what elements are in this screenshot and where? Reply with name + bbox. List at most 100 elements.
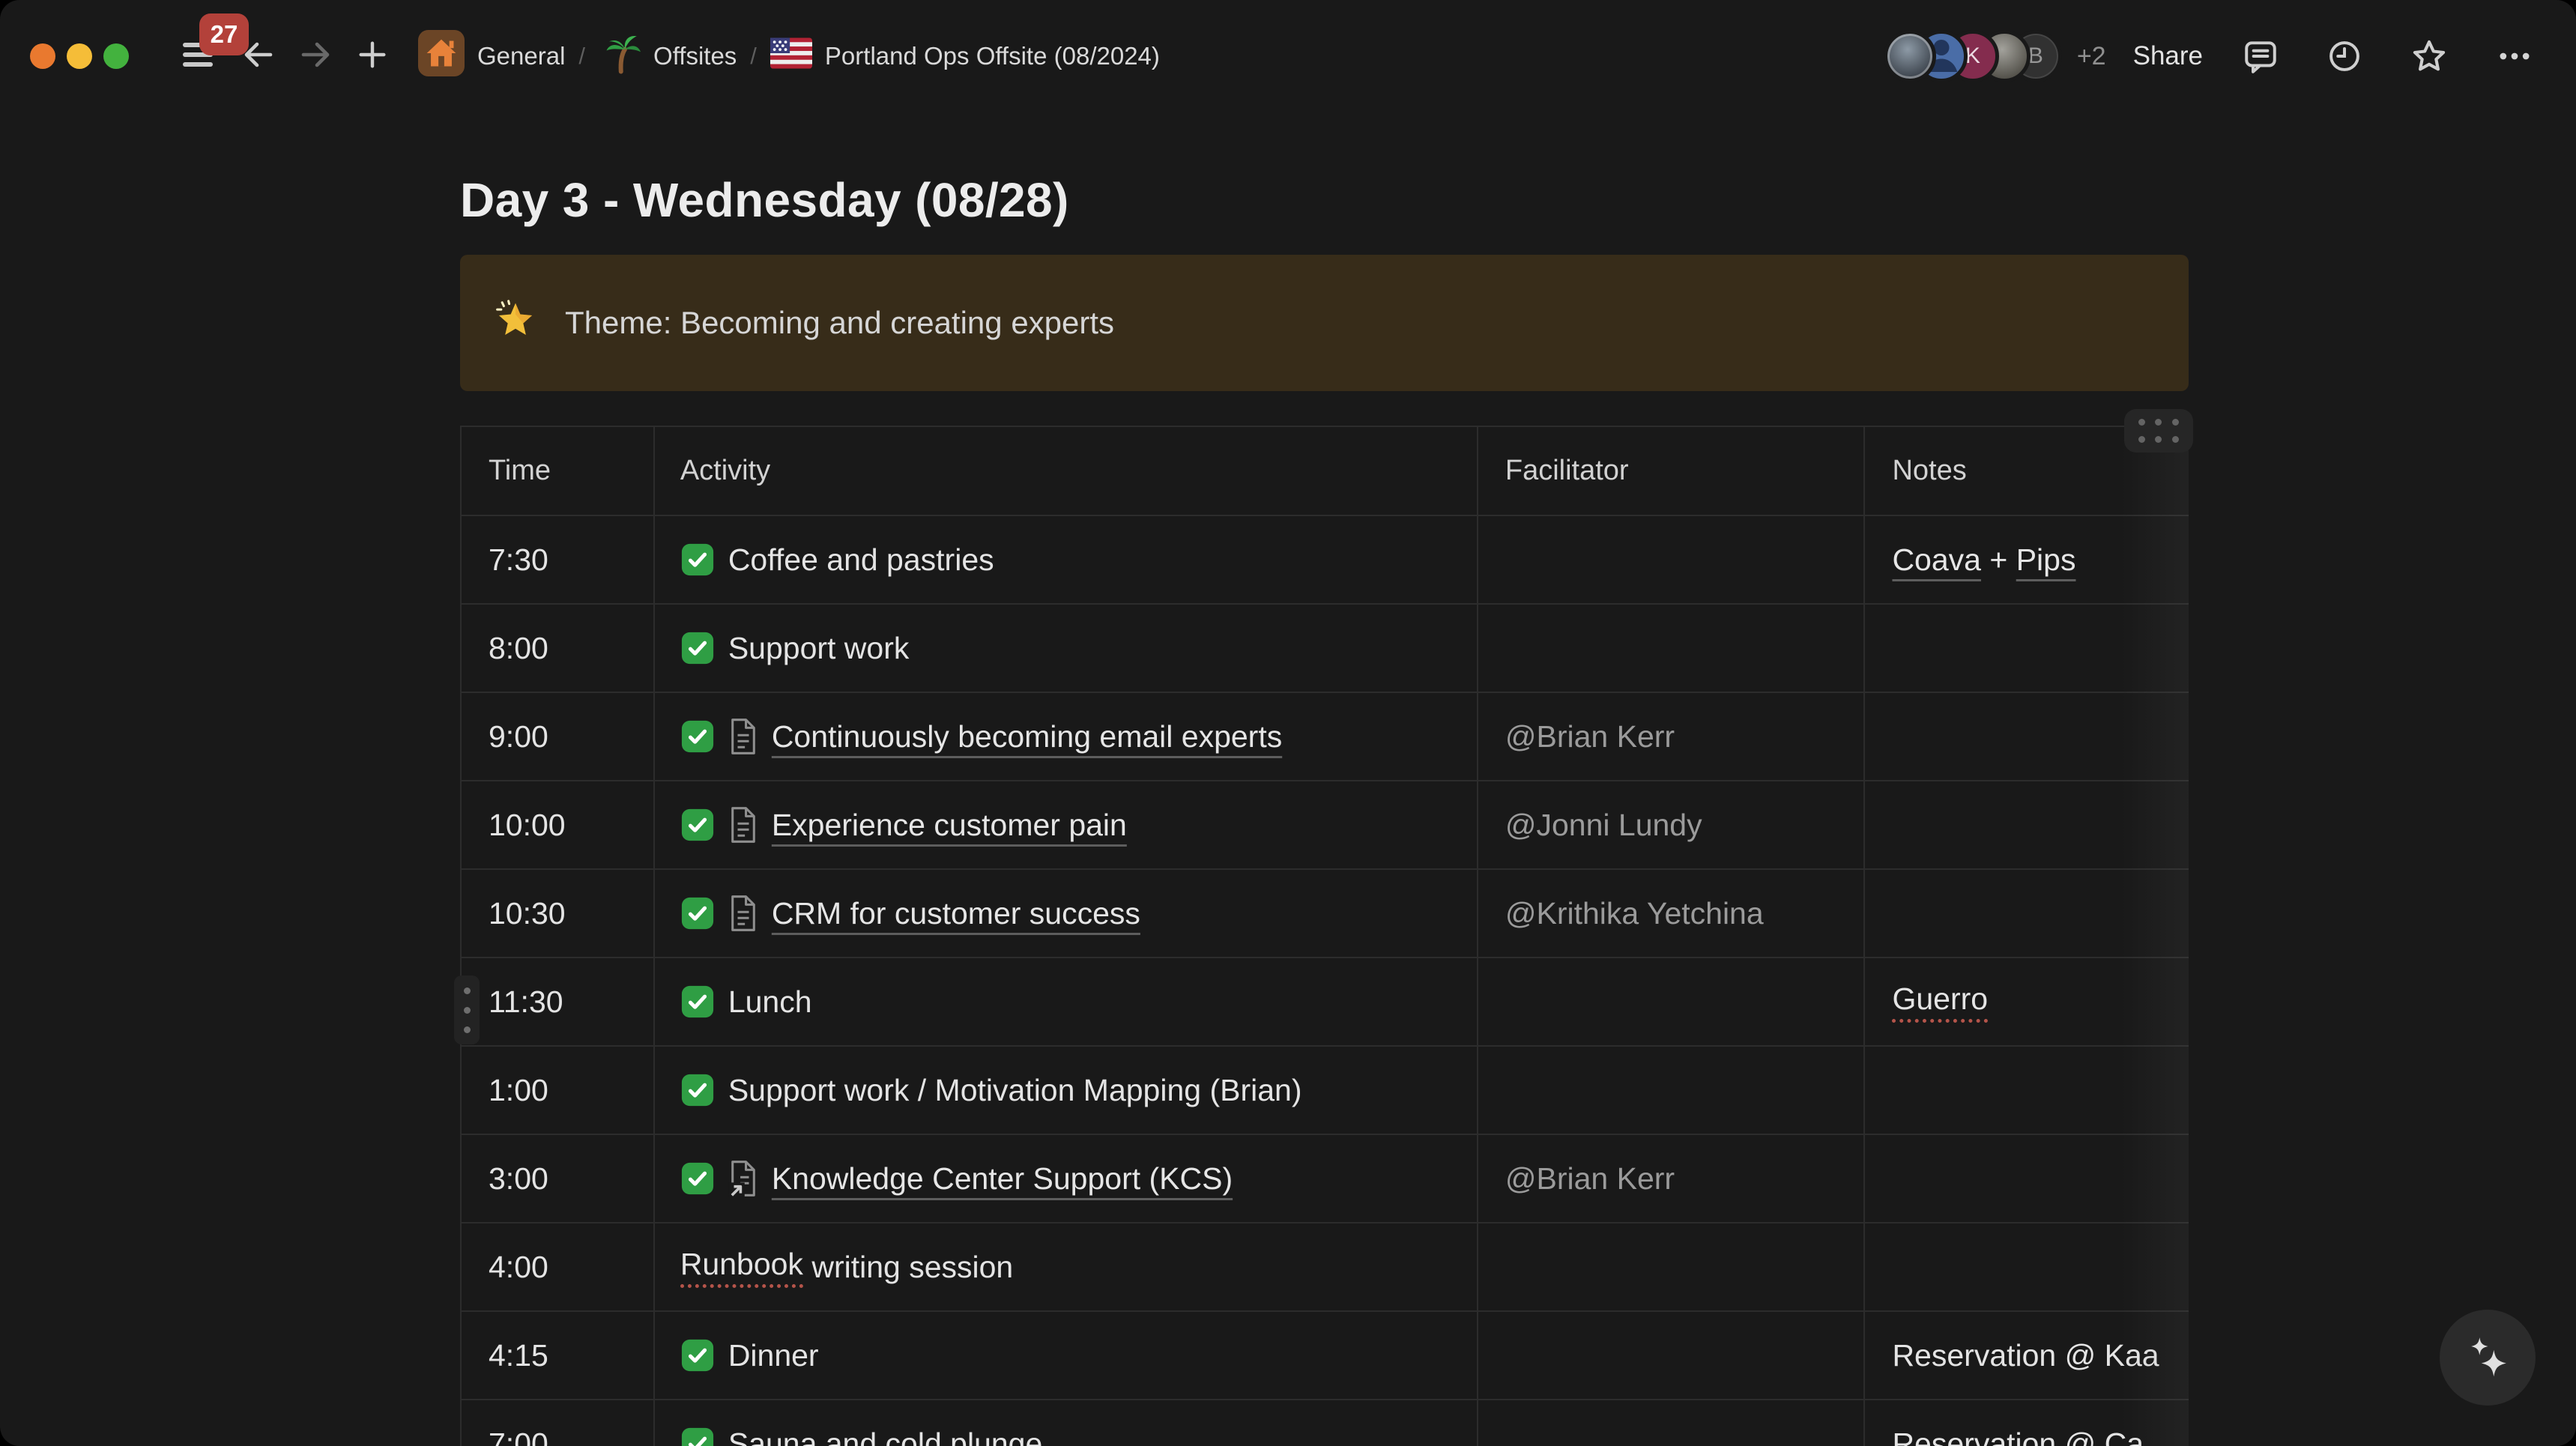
activity-cell[interactable]: CRM for customer success	[654, 870, 1478, 958]
person-mention[interactable]: @Brian Kerr	[1505, 719, 1675, 754]
column-header-notes[interactable]: Notes	[1865, 427, 2189, 516]
checkbox-checked-icon[interactable]	[680, 808, 715, 842]
sidebar-toggle-button[interactable]: 27	[178, 13, 249, 79]
facilitator-cell[interactable]	[1478, 516, 1866, 605]
checkbox-checked-icon[interactable]	[680, 896, 715, 931]
time-cell[interactable]: 3:00	[462, 1135, 655, 1223]
breadcrumb-item-offsites[interactable]: Offsites	[591, 28, 744, 85]
activity-cell[interactable]: Sauna and cold plunge	[655, 1400, 1478, 1446]
time-cell[interactable]: 11:30	[462, 958, 655, 1047]
notes-cell[interactable]: Guerro	[1865, 958, 2189, 1047]
cell-text: Dinner	[728, 1337, 819, 1373]
checkbox-checked-icon[interactable]	[680, 631, 715, 665]
more-ellipsis-icon[interactable]	[2495, 37, 2534, 76]
time-cell[interactable]: 9:00	[462, 693, 655, 781]
facilitator-cell[interactable]	[1478, 605, 1866, 693]
new-page-button[interactable]	[349, 33, 396, 79]
palm-tree-icon	[599, 32, 641, 80]
breadcrumb: General / Offsites / Portland Ops Offsit…	[411, 25, 1167, 87]
notes-cell[interactable]	[1865, 870, 2189, 958]
page-link[interactable]: CRM for customer success	[771, 895, 1140, 931]
time-cell[interactable]: 1:00	[462, 1047, 655, 1135]
ai-assistant-button[interactable]	[2440, 1310, 2536, 1406]
page-link[interactable]: Continuously becoming email experts	[771, 719, 1283, 754]
plus-icon	[355, 37, 390, 76]
notes-cell[interactable]: Reservation @ Kaa	[1865, 1312, 2189, 1400]
person-mention[interactable]: @Brian Kerr	[1505, 1161, 1675, 1196]
column-header-time[interactable]: Time	[462, 427, 655, 516]
window-close-button[interactable]	[30, 43, 55, 69]
column-header-activity[interactable]: Activity	[654, 427, 1478, 516]
time-cell[interactable]: 7:00	[462, 1400, 655, 1446]
facilitator-cell[interactable]	[1478, 1312, 1866, 1400]
notes-cell[interactable]	[1865, 1047, 2189, 1135]
avatar-overflow-count[interactable]: +2	[2076, 41, 2106, 70]
time-cell[interactable]: 10:00	[462, 781, 655, 870]
activity-cell[interactable]: Knowledge Center Support (KCS)	[654, 1135, 1478, 1223]
breadcrumb-item-current-page[interactable]: Portland Ops Offsite (08/2024)	[763, 33, 1167, 79]
time-cell[interactable]: 10:30	[462, 870, 655, 958]
notes-cell[interactable]	[1865, 693, 2189, 781]
column-header-facilitator[interactable]: Facilitator	[1478, 427, 1866, 516]
comments-icon[interactable]	[2242, 37, 2279, 75]
activity-cell[interactable]: Dinner	[654, 1312, 1478, 1400]
notes-cell[interactable]	[1865, 605, 2189, 693]
checkbox-checked-icon[interactable]	[680, 1073, 715, 1107]
notes-cell[interactable]	[1865, 1223, 2189, 1312]
cell-text: Guerro	[1892, 981, 1989, 1023]
notes-cell[interactable]	[1865, 781, 2189, 870]
activity-cell[interactable]: Lunch	[654, 958, 1478, 1047]
page-link[interactable]: Pips	[2016, 542, 2076, 577]
facilitator-cell[interactable]	[1478, 1223, 1866, 1312]
share-button[interactable]: Share	[2132, 41, 2203, 70]
avatar[interactable]	[1883, 30, 1936, 82]
time-cell[interactable]: 8:00	[462, 605, 655, 693]
facilitator-cell[interactable]: @Jonni Lundy	[1478, 781, 1866, 870]
notes-cell[interactable]	[1865, 1135, 2189, 1223]
time-cell[interactable]: 7:30	[462, 516, 655, 605]
forward-button[interactable]	[292, 33, 339, 79]
history-clock-icon[interactable]	[2326, 37, 2363, 75]
back-button[interactable]	[235, 33, 282, 79]
breadcrumb-label: General	[477, 42, 566, 70]
avatar-initial: K	[1965, 43, 1980, 68]
facilitator-cell[interactable]: @Brian Kerr	[1478, 1135, 1866, 1223]
checkbox-checked-icon[interactable]	[680, 1427, 715, 1446]
activity-cell[interactable]: Runbook writing session	[654, 1223, 1478, 1312]
breadcrumb-separator: /	[750, 43, 757, 69]
activity-cell[interactable]: Support work	[654, 605, 1478, 693]
person-mention[interactable]: @Krithika Yetchina	[1505, 895, 1764, 931]
checkbox-checked-icon[interactable]	[680, 1161, 715, 1196]
window-minimize-button[interactable]	[67, 43, 92, 69]
checkbox-checked-icon[interactable]	[680, 984, 715, 1019]
activity-cell[interactable]: Experience customer pain	[654, 781, 1478, 870]
breadcrumb-item-general[interactable]: General	[411, 25, 572, 87]
notes-cell[interactable]: Reservation @ Ca	[1865, 1400, 2189, 1446]
activity-cell[interactable]: Support work / Motivation Mapping (Brian…	[654, 1047, 1478, 1135]
window-zoom-button[interactable]	[103, 43, 129, 69]
facilitator-cell[interactable]: @Brian Kerr	[1478, 693, 1866, 781]
activity-cell[interactable]: Continuously becoming email experts	[654, 693, 1478, 781]
person-mention[interactable]: @Jonni Lundy	[1505, 807, 1702, 842]
activity-cell[interactable]: Coffee and pastries	[654, 516, 1478, 605]
time-cell[interactable]: 4:15	[462, 1312, 655, 1400]
facilitator-cell[interactable]	[1478, 958, 1866, 1047]
checkbox-checked-icon[interactable]	[680, 542, 715, 577]
facilitator-cell[interactable]	[1478, 1047, 1866, 1135]
row-drag-handle[interactable]	[454, 975, 480, 1044]
facilitator-cell[interactable]: @Krithika Yetchina	[1478, 870, 1866, 958]
time-cell[interactable]: 4:00	[462, 1223, 655, 1312]
favorite-star-icon[interactable]	[2410, 37, 2449, 76]
checkbox-checked-icon[interactable]	[680, 1338, 715, 1373]
notes-cell[interactable]: Coava + Pips	[1865, 516, 2189, 605]
checkbox-checked-icon[interactable]	[680, 719, 715, 754]
breadcrumb-label: Offsites	[653, 42, 737, 70]
theme-callout[interactable]: Theme: Becoming and creating experts	[460, 255, 2189, 391]
page-link[interactable]: Knowledge Center Support (KCS)	[771, 1161, 1233, 1196]
cell-text: Sauna and cold plunge	[728, 1426, 1043, 1446]
page-link[interactable]: Experience customer pain	[771, 807, 1127, 842]
table-options-handle[interactable]	[2124, 409, 2193, 453]
page-link[interactable]: Coava	[1892, 542, 1981, 577]
facilitator-cell[interactable]	[1478, 1400, 1866, 1446]
page-title[interactable]: Day 3 - Wednesday (08/28)	[460, 173, 1069, 227]
